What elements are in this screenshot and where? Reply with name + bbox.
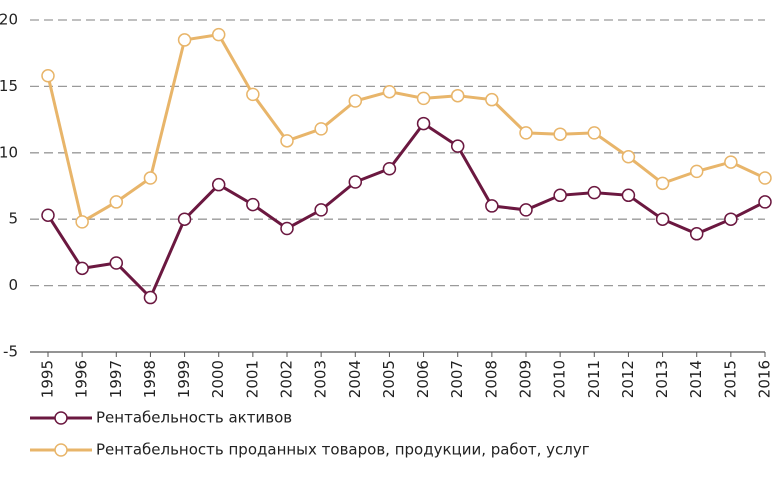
point: [621, 150, 636, 164]
point: [382, 84, 397, 99]
x-tick-label: 2014: [687, 360, 705, 398]
point: [314, 122, 328, 136]
point: [553, 188, 567, 203]
x-tick-label: 2006: [414, 360, 432, 398]
y-tick-label: 15: [0, 77, 18, 95]
point: [689, 227, 704, 241]
x-tick-label: 2007: [448, 360, 466, 398]
point: [41, 69, 55, 83]
x-tick-label: 2004: [346, 360, 364, 398]
x-tick-label: 2011: [585, 360, 603, 398]
point: [485, 199, 499, 213]
series-line: [46, 32, 766, 225]
x-tick-label: 2000: [209, 360, 227, 398]
legend-marker: [54, 443, 68, 457]
point: [382, 161, 397, 176]
y-tick-label: 20: [0, 11, 18, 29]
point: [655, 212, 670, 226]
point: [689, 164, 704, 179]
point: [416, 91, 431, 106]
point: [75, 215, 89, 229]
point: [519, 203, 533, 217]
point: [655, 176, 670, 191]
point: [109, 195, 124, 209]
legend-marker: [54, 411, 68, 425]
x-tick-label: 2001: [243, 360, 261, 398]
point: [143, 171, 158, 185]
x-tick-label: 2009: [517, 360, 535, 398]
point: [724, 212, 738, 226]
x-tick-label: 2013: [653, 360, 671, 398]
point: [553, 127, 567, 141]
point: [177, 33, 192, 47]
point: [758, 195, 772, 209]
point: [75, 261, 89, 276]
point: [758, 171, 772, 185]
point: [177, 212, 192, 226]
y-tick-label: 0: [8, 276, 18, 294]
x-tick-label: 2010: [551, 360, 569, 398]
x-tick-label: 2012: [619, 360, 637, 398]
series-line: [46, 121, 766, 301]
point: [587, 126, 602, 140]
x-tick-label: 1998: [141, 360, 159, 398]
point: [109, 256, 124, 270]
x-tick-label: 1999: [175, 360, 193, 398]
y-tick-label: -5: [3, 343, 18, 361]
x-tick-label: 1997: [107, 360, 125, 398]
point: [587, 185, 602, 200]
point: [143, 290, 158, 305]
point: [519, 126, 533, 140]
legend-label: Рентабельность активов: [96, 409, 292, 427]
x-tick-label: 2016: [756, 360, 774, 398]
point: [485, 92, 499, 107]
x-tick-label: 2005: [380, 360, 398, 398]
point: [280, 134, 294, 148]
point: [416, 116, 431, 131]
point: [280, 221, 294, 236]
legend-label: Рентабельность проданных товаров, продук…: [96, 441, 590, 459]
x-tick-label: 2015: [721, 360, 739, 398]
point: [314, 203, 328, 217]
x-tick-label: 1996: [73, 360, 91, 398]
point: [246, 87, 260, 102]
y-tick-label: 5: [8, 210, 18, 228]
x-tick-label: 2008: [482, 360, 500, 398]
point: [211, 177, 226, 192]
point: [450, 139, 465, 153]
point: [211, 27, 226, 42]
y-tick-label: 10: [0, 143, 18, 161]
point: [724, 155, 738, 169]
point: [348, 175, 363, 189]
point: [621, 188, 636, 203]
x-tick-label: 2003: [312, 360, 330, 398]
point: [348, 94, 363, 108]
x-tick-label: 1995: [39, 360, 57, 398]
point: [41, 208, 55, 222]
point: [450, 88, 465, 103]
x-tick-label: 2002: [278, 360, 296, 398]
point: [246, 197, 260, 212]
